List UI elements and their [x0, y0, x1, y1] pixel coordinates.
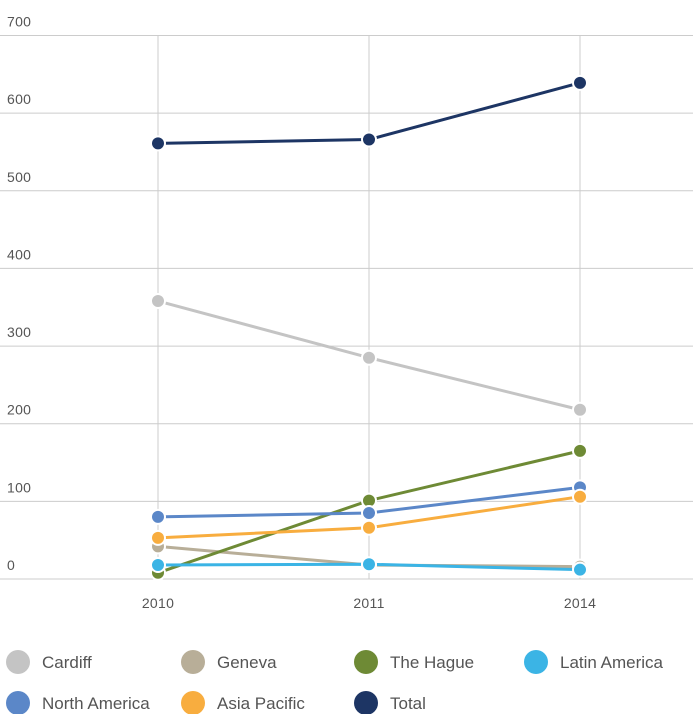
- x-axis: 2010 2011 2014: [142, 595, 596, 611]
- x-tick-label-2010: 2010: [142, 595, 174, 611]
- legend-item-cardiff[interactable]: Cardiff: [6, 650, 92, 674]
- data-point-the-hague-2014[interactable]: [572, 442, 588, 459]
- y-tick-label-500: 500: [7, 169, 31, 185]
- legend-swatch-asia-pacific: [181, 691, 205, 714]
- legend-label-cardiff: Cardiff: [42, 653, 92, 672]
- legend-swatch-north-america: [6, 691, 30, 714]
- data-point-total-2014[interactable]: [572, 74, 588, 91]
- y-tick-label-0: 0: [7, 557, 15, 573]
- y-tick-label-300: 300: [7, 324, 31, 340]
- data-point-cardiff-2014[interactable]: [572, 401, 588, 418]
- legend-item-latin-america[interactable]: Latin America: [524, 650, 664, 674]
- data-point-total-2011[interactable]: [361, 131, 377, 148]
- grid: [0, 35, 693, 580]
- x-tick-label-2011: 2011: [353, 595, 384, 611]
- legend-item-asia-pacific[interactable]: Asia Pacific: [181, 691, 305, 714]
- data-point-latin-america-2011[interactable]: [361, 556, 377, 573]
- data-point-north-america-2011[interactable]: [361, 505, 377, 522]
- data-point-asia-pacific-2011[interactable]: [361, 519, 377, 536]
- legend-label-north-america: North America: [42, 694, 150, 713]
- series-points: [150, 74, 588, 581]
- legend-label-geneva: Geneva: [217, 653, 277, 672]
- data-point-total-2010[interactable]: [150, 135, 166, 152]
- legend-swatch-the-hague: [354, 650, 378, 674]
- legend-item-geneva[interactable]: Geneva: [181, 650, 277, 674]
- data-point-asia-pacific-2010[interactable]: [150, 529, 166, 546]
- legend-item-north-america[interactable]: North America: [6, 691, 150, 714]
- data-point-cardiff-2011[interactable]: [361, 349, 377, 366]
- data-point-asia-pacific-2014[interactable]: [572, 488, 588, 505]
- legend-label-total: Total: [390, 694, 426, 713]
- y-axis: 0 100 200 300 400 500 600 700: [7, 14, 31, 574]
- legend-swatch-geneva: [181, 650, 205, 674]
- legend-swatch-latin-america: [524, 650, 548, 674]
- y-tick-label-100: 100: [7, 479, 31, 495]
- data-point-cardiff-2010[interactable]: [150, 293, 166, 310]
- x-tick-label-2014: 2014: [564, 595, 596, 611]
- y-tick-label-400: 400: [7, 246, 31, 262]
- legend-item-total[interactable]: Total: [354, 691, 426, 714]
- legend-label-asia-pacific: Asia Pacific: [217, 694, 305, 713]
- y-tick-label-200: 200: [7, 402, 31, 418]
- legend-swatch-total: [354, 691, 378, 714]
- data-point-latin-america-2010[interactable]: [150, 557, 166, 574]
- data-point-latin-america-2014[interactable]: [572, 561, 588, 578]
- legend-label-the-hague: The Hague: [390, 653, 474, 672]
- legend-label-latin-america: Latin America: [560, 653, 664, 672]
- legend-item-the-hague[interactable]: The Hague: [354, 650, 474, 674]
- legend: Cardiff Geneva The Hague Latin America North…: [6, 650, 664, 714]
- y-tick-label-600: 600: [7, 91, 31, 107]
- data-point-north-america-2010[interactable]: [150, 508, 166, 525]
- legend-swatch-cardiff: [6, 650, 30, 674]
- y-tick-label-700: 700: [7, 14, 31, 30]
